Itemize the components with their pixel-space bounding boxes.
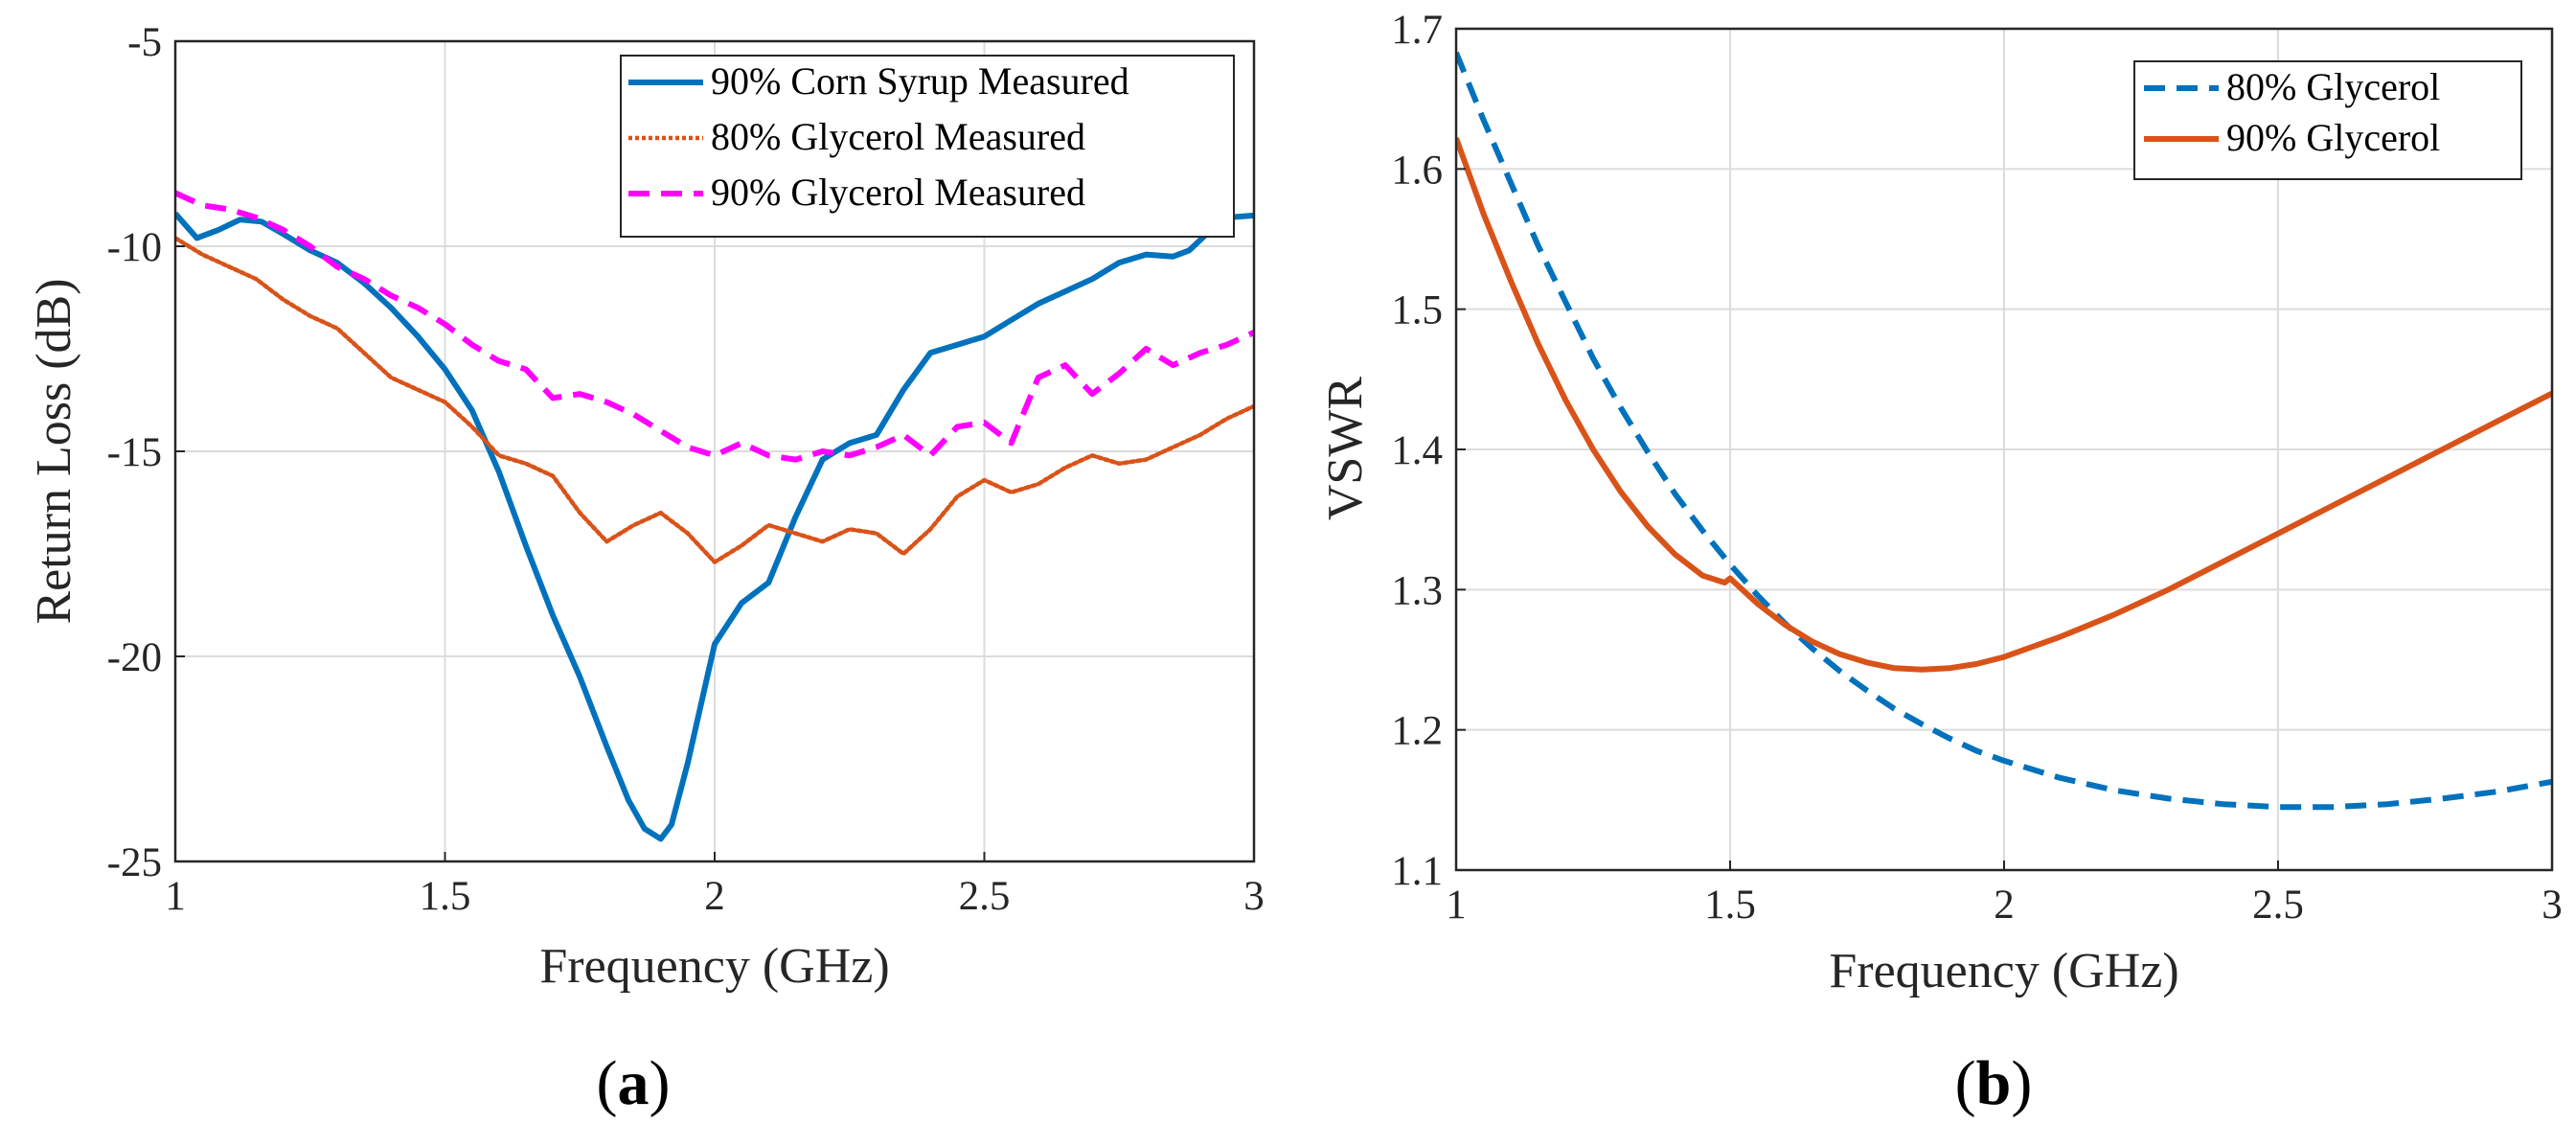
chart-b-xtick-label: 1 bbox=[1446, 883, 1467, 928]
chart-b-xtick-label: 2.5 bbox=[2252, 883, 2304, 928]
chart-b-xtick-label: 3 bbox=[2542, 883, 2563, 928]
chart-b-legend-label: 90% Glycerol bbox=[2226, 116, 2440, 159]
chart-a-ytick-label: -5 bbox=[127, 20, 162, 65]
chart-b-ytick-label: 1.5 bbox=[1391, 288, 1443, 333]
chart-a-ytick-label: -10 bbox=[107, 225, 162, 270]
chart-a-legend-box bbox=[620, 55, 1235, 238]
chart-b-ytick-label: 1.3 bbox=[1391, 568, 1443, 613]
caption-b: (b) bbox=[1955, 1048, 2033, 1118]
chart-b-series bbox=[1456, 51, 2552, 811]
chart-a-ylabel: Return Loss (dB) bbox=[27, 278, 81, 624]
chart-b-ytick-label: 1.6 bbox=[1391, 148, 1443, 193]
chart-b-ylabel: VSWR bbox=[1318, 377, 1373, 521]
chart-a-ytick-label: -25 bbox=[107, 840, 162, 885]
chart-a-legend-label: 90% Corn Syrup Measured bbox=[711, 59, 1129, 103]
chart-a-series-line-2 bbox=[175, 236, 1254, 564]
chart-b-ytick-label: 1.2 bbox=[1391, 709, 1443, 754]
chart-b-series-line-2 bbox=[1456, 137, 2552, 673]
chart-a-ytick-label: -15 bbox=[107, 430, 162, 475]
chart-a-xtick-label: 3 bbox=[1243, 874, 1265, 919]
chart-a-legend: 90% Corn Syrup Measured 80% Glycerol Meas… bbox=[620, 55, 1235, 238]
chart-b-xtick-label: 2 bbox=[1994, 883, 2015, 928]
caption-a-letter: a bbox=[618, 1048, 650, 1118]
chart-a-return-loss: 1 1.5 2 2.5 3-5-10-15-20-25 Frequency (GHz) … bbox=[27, 20, 1265, 1118]
chart-b-series-line-1 bbox=[1456, 51, 2552, 811]
chart-a-series-line-3 bbox=[175, 190, 1254, 463]
chart-a-xtick-label: 1.5 bbox=[420, 874, 471, 919]
chart-a-legend-label: 80% Glycerol Measured bbox=[711, 115, 1085, 158]
chart-a-series bbox=[175, 190, 1254, 842]
chart-a-ticks: 1 1.5 2 2.5 3 -5 -10 -15 -20 -25 bbox=[107, 20, 1265, 919]
chart-b-ytick-label: 1.7 bbox=[1391, 8, 1443, 53]
chart-a-xtick-label: 2.5 bbox=[959, 874, 1011, 919]
caption-b-letter: b bbox=[1976, 1048, 2012, 1118]
chart-b-ytick-label: 1.4 bbox=[1391, 428, 1443, 473]
chart-a-xtick-label: 2 bbox=[704, 874, 725, 919]
chart-b-xlabel: Frequency (GHz) bbox=[1829, 944, 2178, 998]
chart-a-ytick-label: -20 bbox=[107, 635, 162, 680]
chart-b-ticks: 1 1.5 2 2.5 3 1.7 1.6 1.5 1.4 1.3 1.2 1.1 bbox=[1391, 8, 2563, 928]
chart-b-legend: 80% Glycerol 90% Glycerol bbox=[2133, 60, 2522, 180]
chart-b-legend-box bbox=[2133, 60, 2522, 180]
caption-a: (a) bbox=[597, 1048, 671, 1118]
chart-a-legend-label: 90% Glycerol Measured bbox=[711, 171, 1085, 214]
chart-b-legend-label: 80% Glycerol bbox=[2226, 65, 2440, 108]
chart-a-xtick-label: 1 bbox=[165, 874, 186, 919]
chart-a-series-line-1 bbox=[175, 211, 1254, 842]
chart-a-xlabel: Frequency (GHz) bbox=[539, 939, 889, 994]
chart-b-xtick-label: 1.5 bbox=[1704, 883, 1756, 928]
chart-b-vswr: 1 1.5 2 2.5 3 1.7 1.6 1.5 1.4 1.3 1.2 1.1 Frequency… bbox=[1318, 8, 2563, 1118]
chart-b-grid bbox=[1456, 29, 2552, 870]
chart-b-ytick-label: 1.1 bbox=[1391, 849, 1443, 894]
